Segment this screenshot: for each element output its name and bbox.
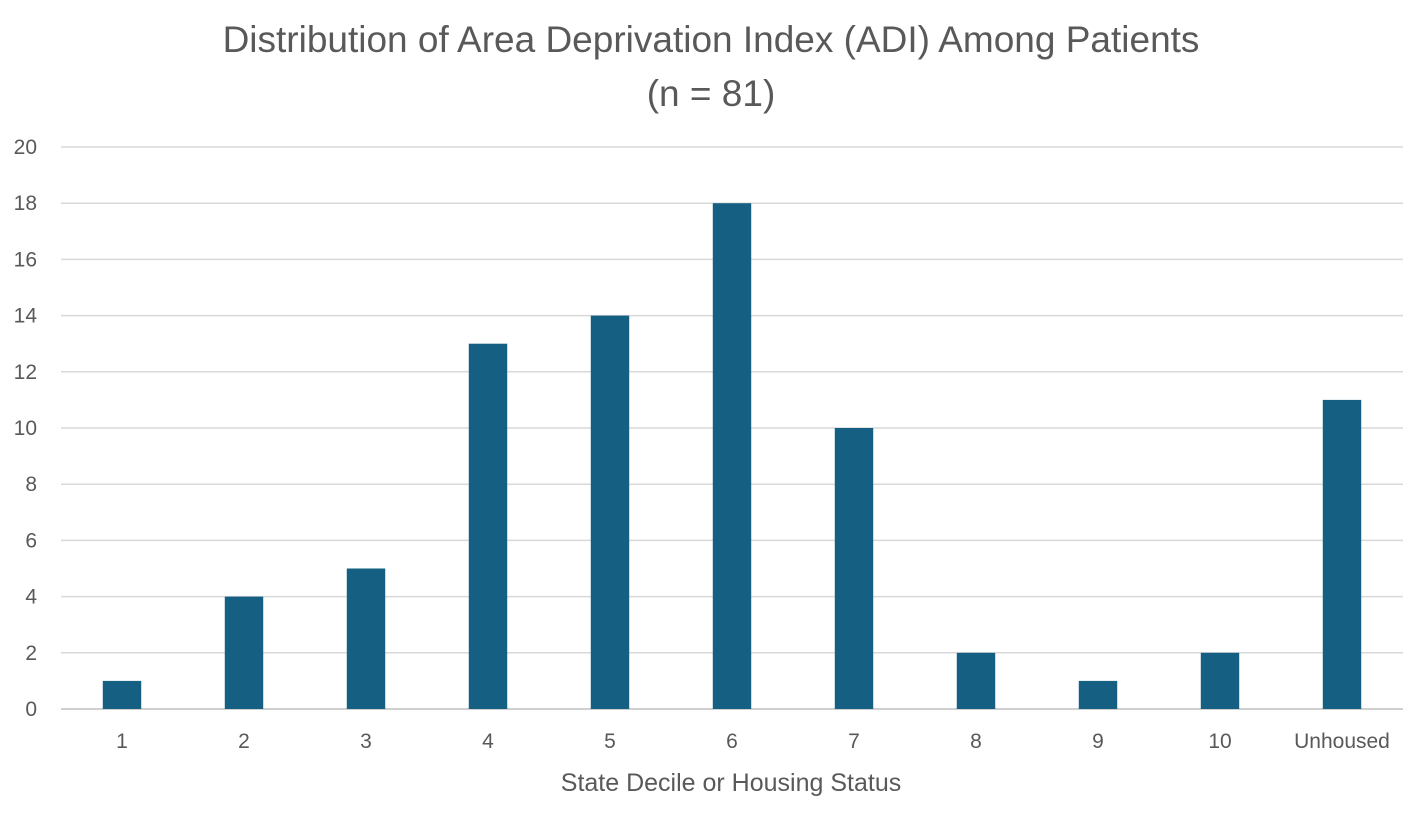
bar-4: [468, 343, 508, 709]
y-tick-label: 16: [14, 248, 37, 271]
x-tick-label: 2: [238, 730, 250, 753]
x-tick-label: 10: [1208, 730, 1231, 753]
x-tick-label: 5: [604, 730, 616, 753]
bar-1: [102, 680, 142, 709]
x-tick-label: 8: [970, 730, 982, 753]
y-tick-label: 4: [25, 586, 37, 609]
x-tick-label: 1: [116, 730, 128, 753]
y-tick-label: 12: [14, 361, 37, 384]
x-axis-ticks: 1 2 3 4 5 6 7 8 9 10 Unhoused: [116, 730, 1390, 753]
bar-2: [224, 596, 264, 709]
y-axis-ticks: 0 2 4 6 8 10 12 14 16 18 20: [14, 136, 38, 721]
bars: [102, 203, 1362, 709]
bar-6: [712, 203, 752, 709]
x-tick-label: 6: [726, 730, 738, 753]
x-tick-label: 7: [848, 730, 860, 753]
bar-10: [1200, 652, 1240, 709]
y-tick-label: 2: [25, 642, 37, 665]
x-tick-label: 4: [482, 730, 494, 753]
chart-title: Distribution of Area Deprivation Index (…: [223, 19, 1200, 60]
y-tick-label: 14: [14, 305, 38, 328]
bar-7: [834, 428, 874, 709]
y-tick-label: 18: [14, 192, 37, 215]
y-tick-label: 10: [14, 417, 37, 440]
y-tick-label: 6: [25, 529, 37, 552]
x-tick-label: 9: [1092, 730, 1104, 753]
chart-subtitle: (n = 81): [647, 73, 776, 114]
bar-8: [956, 652, 996, 709]
bar-unhoused: [1322, 399, 1362, 709]
x-tick-label: Unhoused: [1294, 730, 1390, 753]
x-tick-label: 3: [360, 730, 372, 753]
x-axis-title: State Decile or Housing Status: [561, 769, 901, 797]
bar-5: [590, 315, 630, 709]
bar-9: [1078, 680, 1118, 709]
y-tick-label: 20: [14, 136, 37, 159]
y-tick-label: 0: [25, 698, 37, 721]
bar-3: [346, 568, 386, 709]
y-tick-label: 8: [25, 473, 37, 496]
